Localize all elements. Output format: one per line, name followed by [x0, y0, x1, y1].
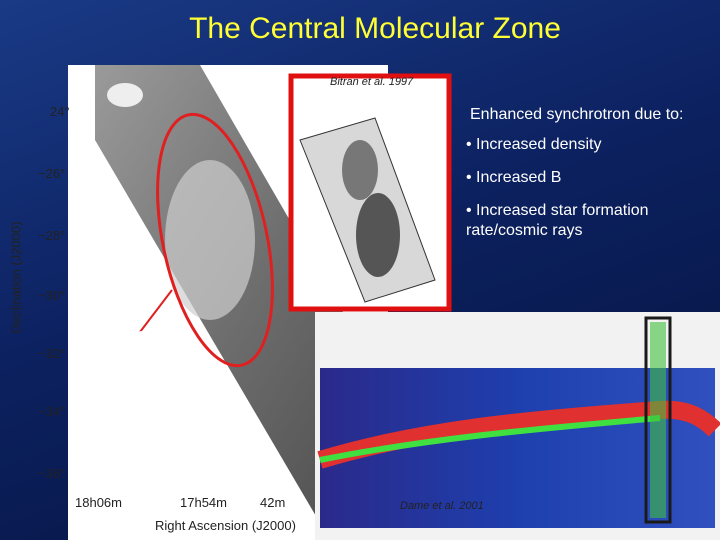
bright-region [107, 83, 143, 107]
highlight-box [644, 316, 672, 524]
dec-label: −32° [38, 346, 66, 361]
dec-label: −26° [38, 166, 66, 181]
bright-region [165, 160, 255, 320]
ra-label: 18h06m [75, 495, 122, 510]
cmz-ellipse [156, 112, 274, 368]
list-item: • Increased star formation rate/cosmic r… [466, 202, 649, 239]
dec-label: −30° [38, 288, 66, 303]
dec-label: −28° [38, 228, 66, 243]
survey-strip [95, 65, 388, 540]
pointer-line [139, 289, 173, 333]
dec-axis-title: Declination (J2000) [8, 221, 24, 334]
inset-contour [356, 193, 400, 277]
list-heading: Enhanced synchrotron due to: [470, 106, 684, 123]
cmz-label: CMZ: “Central Molecular Zone” [87, 329, 203, 366]
inset-citation: Bitran et al. 1997 [330, 76, 414, 88]
co-emission [319, 415, 661, 463]
dec-label: 24° [50, 104, 70, 119]
slide-title: The Central Molecular Zone [189, 12, 561, 45]
co-citation: Dame et al. 2001 [400, 500, 484, 512]
inset-contour [342, 140, 378, 200]
co-emission [650, 322, 666, 518]
co-emission [317, 400, 720, 469]
dec-label: −36° [38, 466, 66, 481]
ra-label: 42m [260, 495, 286, 510]
list-item: • Increased density [466, 136, 602, 153]
dec-label: −34° [38, 404, 66, 419]
ra-axis-title: Right Ascension (J2000) [155, 518, 296, 533]
ra-label: 17h54m [180, 495, 227, 510]
list-item: • Increased B [466, 169, 562, 186]
spectral-index: α ~ -0.9 to -0.7 [84, 398, 189, 415]
